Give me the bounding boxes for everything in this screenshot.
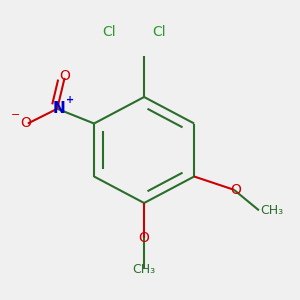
Text: −: − [11, 110, 20, 120]
Text: Cl: Cl [152, 25, 166, 39]
Text: O: O [230, 183, 241, 197]
Text: CH₃: CH₃ [260, 204, 283, 217]
Text: O: O [20, 116, 31, 130]
Text: CH₃: CH₃ [133, 263, 156, 276]
Text: O: O [59, 69, 70, 83]
Text: N: N [52, 101, 65, 116]
Text: +: + [66, 95, 75, 105]
Text: Cl: Cl [102, 25, 116, 39]
Text: O: O [139, 231, 149, 245]
